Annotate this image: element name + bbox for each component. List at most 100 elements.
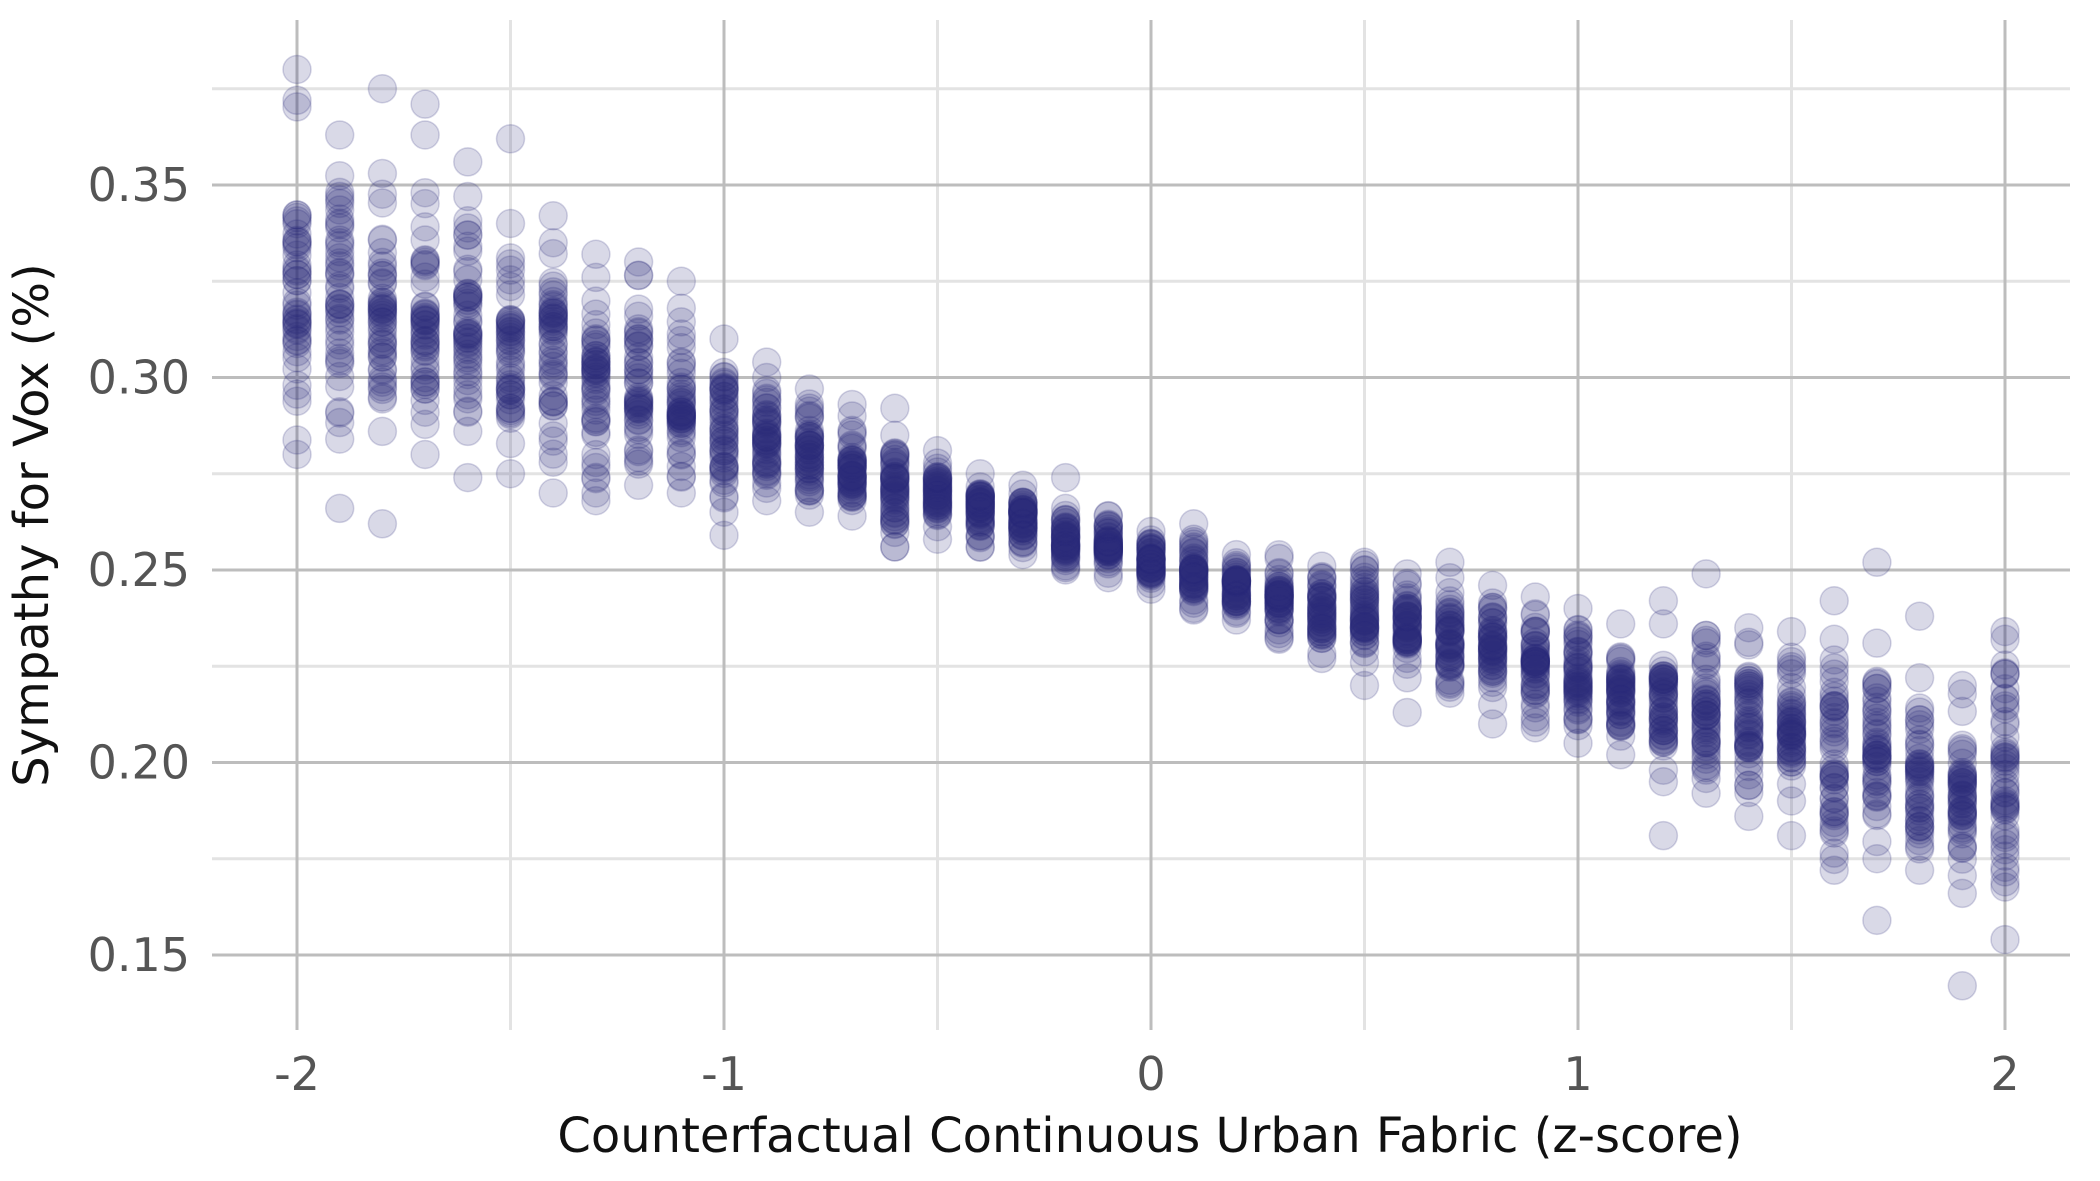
data-point bbox=[1264, 595, 1294, 626]
data-point bbox=[1136, 559, 1166, 590]
data-point bbox=[1563, 652, 1593, 683]
data-point bbox=[1904, 725, 1935, 755]
data-point bbox=[1008, 495, 1038, 526]
data-point bbox=[709, 481, 739, 512]
data-point bbox=[453, 220, 483, 250]
data-point bbox=[1563, 670, 1593, 701]
data-point bbox=[410, 320, 440, 350]
data-point bbox=[1093, 540, 1124, 570]
data-point bbox=[1691, 739, 1721, 770]
data-point bbox=[1605, 678, 1636, 708]
data-point bbox=[794, 428, 825, 458]
data-point bbox=[1691, 620, 1721, 651]
data-point bbox=[1990, 822, 2020, 853]
data-point bbox=[1435, 611, 1465, 641]
data-point bbox=[1819, 761, 1849, 792]
data-point bbox=[1178, 552, 1209, 583]
data-point bbox=[1734, 665, 1764, 696]
data-point bbox=[1563, 621, 1593, 652]
data-point bbox=[1178, 538, 1209, 568]
data-point bbox=[751, 460, 782, 491]
data-point bbox=[1904, 749, 1935, 779]
data-point bbox=[666, 404, 697, 435]
data-point bbox=[1947, 971, 1978, 1001]
data-point bbox=[410, 362, 440, 393]
data-point bbox=[324, 298, 355, 328]
data-point bbox=[751, 485, 782, 516]
data-point bbox=[1904, 753, 1935, 784]
data-point bbox=[1178, 557, 1209, 587]
data-point bbox=[1136, 557, 1166, 587]
data-point bbox=[1136, 538, 1166, 569]
data-point bbox=[1349, 626, 1380, 657]
data-point bbox=[1904, 806, 1935, 836]
data-point bbox=[1349, 607, 1380, 637]
data-point bbox=[1776, 654, 1807, 685]
data-point bbox=[1435, 589, 1465, 620]
data-point bbox=[495, 355, 526, 385]
data-point bbox=[495, 310, 526, 341]
data-point bbox=[1392, 624, 1422, 655]
data-point bbox=[666, 434, 697, 464]
data-point bbox=[1862, 697, 1892, 727]
data-point bbox=[367, 300, 398, 330]
data-point bbox=[1734, 701, 1764, 731]
data-point bbox=[1605, 710, 1636, 741]
data-point bbox=[453, 291, 483, 321]
data-point bbox=[709, 426, 739, 456]
data-point bbox=[581, 299, 611, 329]
data-point bbox=[1221, 566, 1252, 597]
data-point bbox=[794, 450, 825, 480]
data-point bbox=[1477, 667, 1508, 698]
data-point bbox=[880, 493, 910, 523]
data-point bbox=[538, 271, 568, 301]
data-point bbox=[709, 367, 739, 397]
data-point bbox=[495, 375, 526, 406]
data-point bbox=[1221, 584, 1252, 614]
data-point bbox=[1477, 615, 1508, 646]
data-point bbox=[538, 329, 568, 360]
data-point bbox=[1819, 791, 1849, 822]
data-point bbox=[1136, 539, 1166, 570]
data-point bbox=[1392, 603, 1422, 634]
data-point bbox=[1947, 764, 1978, 794]
data-point bbox=[538, 386, 568, 417]
data-point bbox=[751, 438, 782, 469]
data-point bbox=[453, 356, 483, 387]
data-point bbox=[1648, 820, 1679, 851]
data-point bbox=[453, 282, 483, 312]
data-point bbox=[794, 480, 825, 510]
data-point bbox=[1435, 603, 1465, 634]
data-point bbox=[751, 429, 782, 459]
data-point bbox=[837, 460, 867, 491]
data-point bbox=[1947, 833, 1978, 864]
data-point bbox=[1264, 623, 1294, 653]
data-point bbox=[1435, 628, 1465, 659]
data-point bbox=[965, 500, 995, 530]
data-point bbox=[1050, 529, 1081, 560]
data-point bbox=[324, 289, 355, 320]
data-point bbox=[837, 433, 867, 464]
data-point bbox=[1605, 706, 1636, 737]
data-point bbox=[922, 466, 953, 496]
data-point bbox=[922, 475, 953, 505]
data-point bbox=[1392, 643, 1422, 674]
data-point bbox=[1435, 631, 1465, 662]
data-point bbox=[1221, 565, 1252, 595]
data-point bbox=[837, 478, 867, 509]
data-point bbox=[581, 406, 611, 437]
data-point bbox=[453, 264, 483, 295]
data-point bbox=[1008, 516, 1038, 546]
data-point bbox=[367, 291, 398, 322]
data-point bbox=[965, 492, 995, 522]
data-point bbox=[1904, 757, 1935, 787]
data-point bbox=[1862, 769, 1892, 800]
data-point bbox=[1392, 580, 1422, 610]
data-point bbox=[1093, 537, 1124, 567]
data-point bbox=[1221, 588, 1252, 619]
data-point bbox=[1392, 624, 1422, 655]
data-point bbox=[1862, 746, 1892, 777]
data-point bbox=[1904, 811, 1935, 841]
data-point bbox=[282, 321, 312, 352]
data-point bbox=[1904, 750, 1935, 781]
